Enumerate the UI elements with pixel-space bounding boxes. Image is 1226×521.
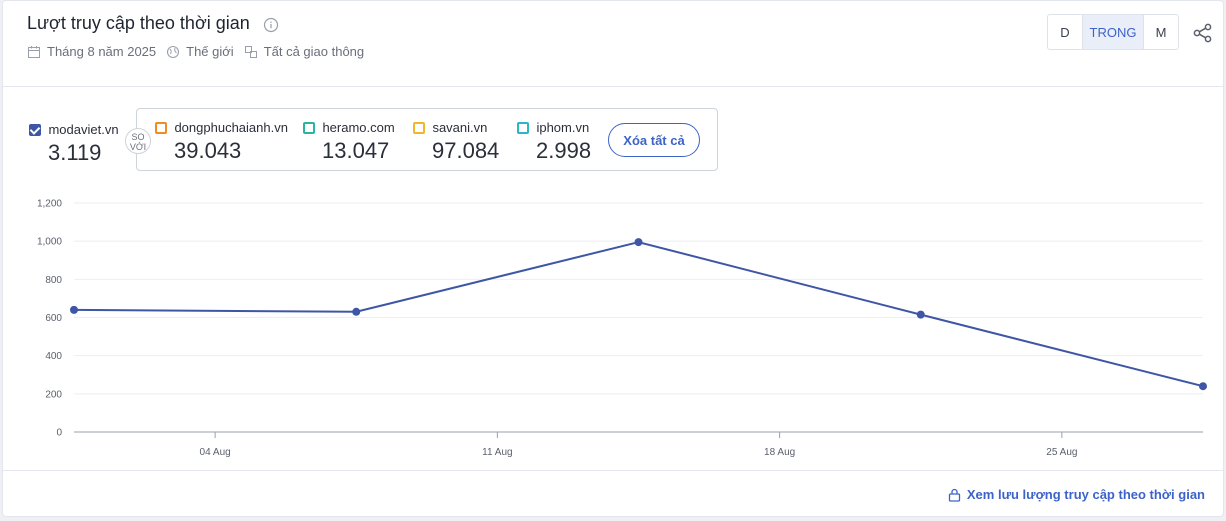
info-icon[interactable] (263, 17, 279, 33)
y-tick-label: 1,000 (37, 237, 62, 248)
y-tick-label: 600 (45, 313, 62, 324)
main-site-legend[interactable]: modaviet.vn 3.119 (29, 121, 119, 166)
competitor-name: dongphuchaianh.vn (174, 120, 288, 136)
competitor-value: 97.084 (432, 138, 500, 163)
share-icon[interactable] (1192, 22, 1214, 44)
competitor-name: iphom.vn (536, 120, 590, 136)
clear-all-button[interactable]: Xóa tất cả (608, 123, 700, 157)
filter-meta: Tháng 8 năm 2025 Thế giới Tất cả giao th… (27, 44, 374, 59)
competitor-value: 13.047 (322, 138, 390, 163)
main-site-value: 3.119 (48, 140, 102, 165)
series-line (73, 241, 1204, 388)
competitor-checkbox[interactable] (413, 121, 425, 134)
data-point (634, 238, 643, 247)
competitor-item[interactable]: savani.vn 97.084 (413, 119, 499, 164)
versus-badge: SO VỚI (125, 128, 151, 154)
y-tick-label: 400 (45, 351, 62, 362)
traffic-line-chart: 0 200 400 600 800 1,000 1,200 04 Aug 11 Aug 18 Au… (37, 199, 1207, 458)
period-label: Tháng 8 năm 2025 (47, 44, 157, 59)
lock-icon (948, 488, 961, 502)
main-site-checkbox[interactable] (29, 123, 41, 136)
view-traffic-link-label: Xem lưu lượng truy cập theo thời gian (966, 487, 1205, 502)
data-point (916, 310, 925, 319)
competitor-checkbox[interactable] (517, 121, 529, 134)
competitor-item[interactable]: iphom.vn 2.998 (517, 119, 591, 164)
competitor-value: 39.043 (174, 138, 242, 163)
footer-divider (3, 470, 1223, 471)
competitor-value: 2.998 (536, 138, 592, 163)
header-divider (3, 86, 1223, 87)
granularity-month-button[interactable]: M (1155, 24, 1167, 40)
globe-icon (167, 45, 180, 58)
x-tick-label: 18 Aug (764, 447, 795, 458)
region-label: Thế giới (186, 44, 234, 59)
competitor-box: dongphuchaianh.vn 39.043 heramo.com 13.0… (136, 108, 718, 171)
competitor-name: savani.vn (432, 120, 488, 136)
granularity-toggle: D TRONG M (1047, 14, 1179, 50)
y-tick-label: 200 (45, 389, 62, 400)
granularity-day-button[interactable]: D (1048, 15, 1083, 49)
view-traffic-link[interactable]: Xem lưu lượng truy cập theo thời gian (948, 487, 1205, 502)
y-tick-label: 0 (56, 428, 62, 439)
competitor-checkbox[interactable] (155, 121, 167, 134)
competitor-checkbox[interactable] (303, 121, 315, 134)
data-point (352, 307, 361, 316)
competitor-item[interactable]: dongphuchaianh.vn 39.043 (155, 119, 288, 164)
x-tick-label: 25 Aug (1046, 447, 1077, 458)
traffic-label: Tất cả giao thông (263, 44, 365, 59)
main-site-name: modaviet.vn (48, 122, 119, 138)
data-point (1199, 382, 1207, 391)
y-tick-label: 800 (45, 275, 62, 286)
x-tick-label: 11 Aug (482, 447, 512, 458)
granularity-week-button[interactable]: TRONG (1083, 15, 1144, 49)
y-tick-label: 1,200 (37, 199, 62, 210)
traffic-source-icon (244, 45, 257, 58)
calendar-icon (28, 45, 40, 58)
competitor-item[interactable]: heramo.com 13.047 (303, 119, 395, 164)
x-tick-label: 04 Aug (200, 447, 231, 458)
competitor-name: heramo.com (322, 120, 395, 136)
card-title: Lượt truy cập theo thời gian (27, 13, 250, 33)
data-point (70, 305, 78, 314)
